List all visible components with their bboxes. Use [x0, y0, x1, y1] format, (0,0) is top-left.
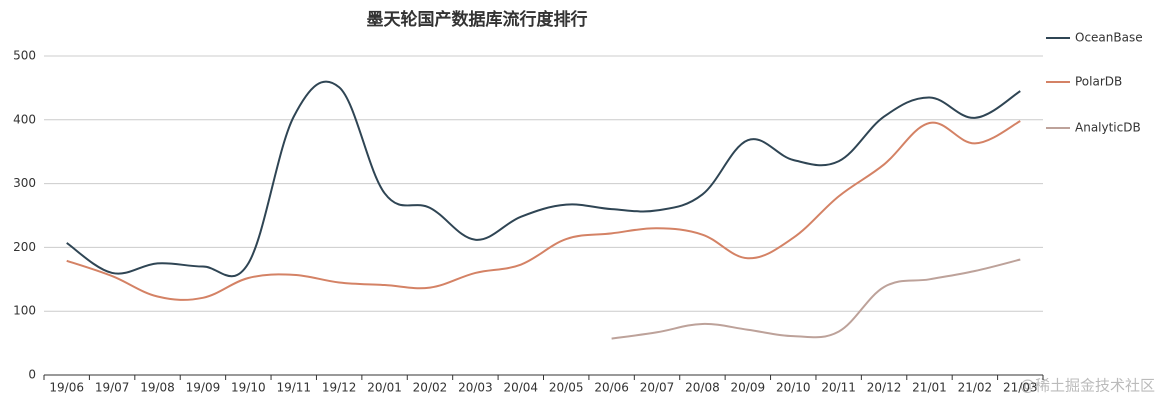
x-tick-label: 19/08	[140, 381, 175, 395]
x-tick-label: 20/06	[594, 381, 629, 395]
x-tick-label: 20/11	[821, 381, 856, 395]
x-tick-label: 21/03	[1003, 381, 1038, 395]
legend-label: PolarDB	[1075, 75, 1122, 89]
series-line	[66, 120, 1021, 301]
x-tick-label: 20/09	[731, 381, 766, 395]
x-tick-label: 20/02	[413, 381, 448, 395]
y-tick-label: 200	[13, 240, 36, 254]
legend-label: OceanBase	[1075, 31, 1143, 45]
legend-label: AnalyticDB	[1075, 121, 1141, 135]
y-tick-label: 100	[13, 304, 36, 318]
x-tick-label: 19/06	[49, 381, 84, 395]
series-line	[66, 80, 1021, 278]
x-tick-label: 20/03	[458, 381, 493, 395]
x-tick-label: 20/12	[867, 381, 902, 395]
x-tick-label: 19/12	[322, 381, 357, 395]
x-tick-label: 20/04	[503, 381, 538, 395]
x-tick-label: 19/10	[231, 381, 266, 395]
series-line	[611, 258, 1021, 340]
x-tick-label: 19/09	[186, 381, 221, 395]
y-tick-label: 400	[13, 112, 36, 126]
watermark: @稀土掘金技术社区	[1020, 377, 1155, 395]
x-tick-label: 21/02	[958, 381, 993, 395]
x-tick-label: 20/01	[367, 381, 402, 395]
x-tick-label: 19/11	[276, 381, 311, 395]
chart-title: 墨天轮国产数据库流行度排行	[367, 9, 588, 30]
y-tick-label: 0	[28, 368, 36, 382]
y-tick-label: 500	[13, 49, 36, 63]
x-tick-label: 21/01	[912, 381, 947, 395]
x-tick-label: 20/07	[640, 381, 675, 395]
x-tick-label: 20/10	[776, 381, 811, 395]
x-tick-label: 20/05	[549, 381, 584, 395]
x-tick-label: 19/07	[95, 381, 130, 395]
x-tick-label: 20/08	[685, 381, 720, 395]
y-tick-label: 300	[13, 176, 36, 190]
